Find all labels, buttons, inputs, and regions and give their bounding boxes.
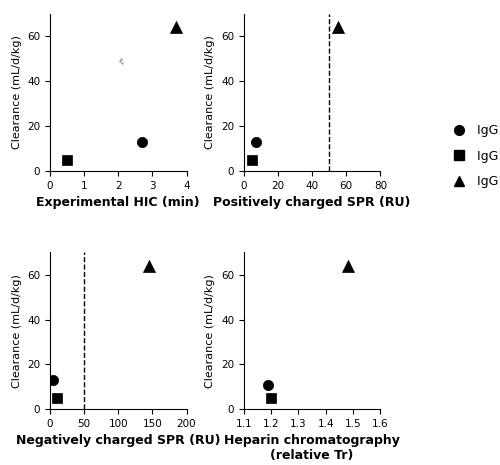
Point [344, 262, 351, 270]
Point [334, 24, 342, 31]
Point [50, 376, 58, 384]
Point [138, 138, 146, 146]
Point [267, 394, 275, 402]
Y-axis label: Clearance (mL/d/kg): Clearance (mL/d/kg) [12, 35, 22, 149]
Point [248, 156, 256, 163]
Y-axis label: Clearance (mL/d/kg): Clearance (mL/d/kg) [206, 35, 216, 149]
Point [53, 394, 61, 402]
Y-axis label: Clearance (mL/d/kg): Clearance (mL/d/kg) [12, 274, 22, 388]
Point [252, 138, 260, 146]
X-axis label: Experimental HIC (min): Experimental HIC (min) [36, 196, 200, 209]
Point [118, 60, 126, 67]
X-axis label: Negatively charged SPR (RU): Negatively charged SPR (RU) [16, 434, 221, 447]
Legend: IgG1-scFv A, IgG1-scFv B, IgG1-scFv C: IgG1-scFv A, IgG1-scFv B, IgG1-scFv C [441, 119, 500, 193]
Point [63, 156, 71, 163]
Y-axis label: Clearance (mL/d/kg): Clearance (mL/d/kg) [206, 274, 216, 388]
Point [117, 55, 125, 62]
Point [264, 381, 272, 388]
X-axis label: Heparin chromatography
(relative Tr): Heparin chromatography (relative Tr) [224, 434, 400, 463]
X-axis label: Positively charged SPR (RU): Positively charged SPR (RU) [214, 196, 411, 209]
Point [172, 24, 180, 31]
Point [116, 57, 124, 65]
Point [145, 262, 153, 270]
